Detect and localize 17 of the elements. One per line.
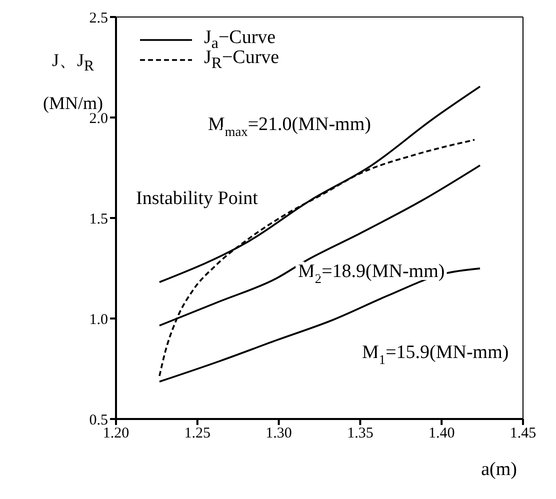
y-tick-label: 1.5 xyxy=(89,211,108,228)
annotation: M$_{2}$=18.9(MN-mm) xyxy=(298,260,445,286)
text: J、J$_{R}$ (MN/m) xyxy=(43,50,103,113)
x-tick-label: 1.25 xyxy=(184,426,211,442)
legend-label: J$_{R}$−Curve xyxy=(204,47,280,73)
x-axis-title: a(m) xyxy=(481,459,517,480)
y-tick-label: 0.5 xyxy=(89,412,108,428)
y-tick-label: 1.0 xyxy=(89,312,108,328)
annotation: M$_{max}$=21.0(MN-mm) xyxy=(208,114,371,139)
x-tick-label: 1.35 xyxy=(347,426,374,442)
x-tick-label: 1.45 xyxy=(510,426,536,442)
x-tick-label: 1.40 xyxy=(428,426,455,442)
annotation: M$_{1}$=15.9(MN-mm) xyxy=(362,342,509,367)
x-tick-label: 1.30 xyxy=(266,426,292,442)
x-tick-label: 1.20 xyxy=(102,426,130,442)
y-tick-label: 2.5 xyxy=(89,10,108,26)
annotation: Instability Point xyxy=(136,188,259,208)
